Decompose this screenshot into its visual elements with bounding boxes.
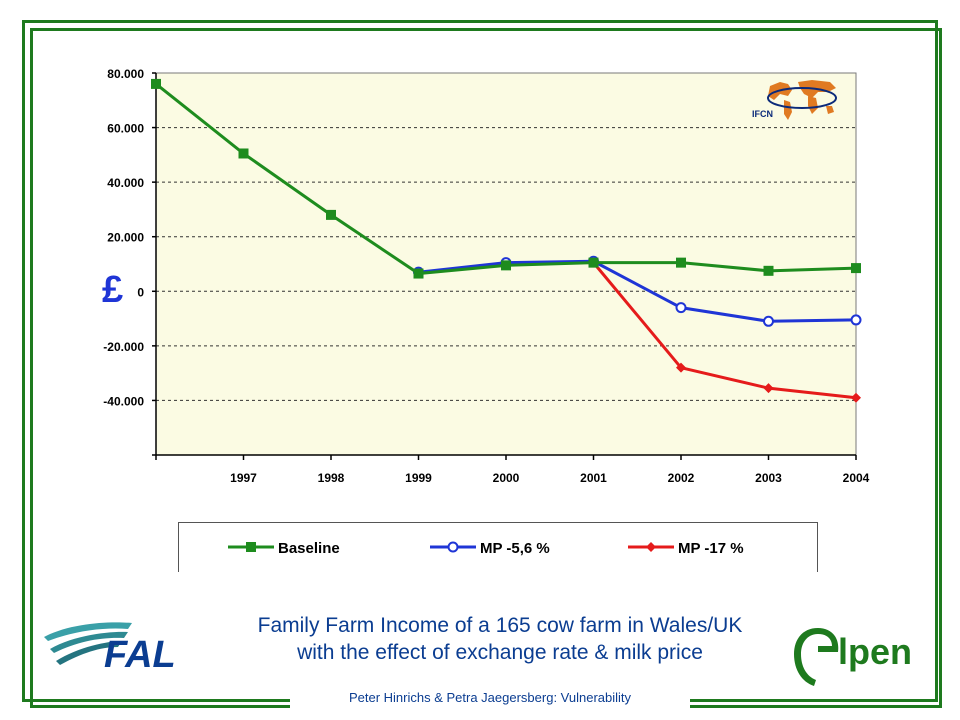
series-baseline — [151, 78, 861, 279]
legend-item-mp-5-6: MP -5,6 % — [430, 540, 550, 557]
legend-item-baseline: Baseline — [228, 540, 340, 557]
y-ticks: 80.000 60.000 40.000 20.000 0 -20.000 -40.000 — [103, 67, 156, 456]
y-tick-label: 40.000 — [107, 176, 144, 190]
data-point-mp-5-6 — [675, 302, 687, 314]
data-point-baseline — [763, 265, 774, 276]
data-point-baseline — [413, 268, 424, 279]
orbit-ring — [767, 87, 837, 109]
data-point-baseline — [851, 263, 861, 274]
elpen-logo: lpen — [794, 628, 912, 686]
data-point-mp-5-6 — [850, 314, 862, 326]
series-group — [151, 78, 862, 403]
footer-credit: Peter Hinrichs & Petra Jaegersberg: Vuln… — [290, 688, 690, 712]
caption-line-1: Family Farm Income of a 165 cow farm in … — [257, 614, 743, 637]
elpen-logo-text: lpen — [838, 631, 912, 672]
x-tick-label: 1998 — [318, 471, 345, 485]
legend-marker — [447, 541, 459, 553]
legend-label: MP -17 % — [678, 540, 744, 557]
data-point-baseline — [238, 148, 249, 159]
y-tick-label: 80.000 — [107, 67, 144, 81]
y-tick-label: -20.000 — [103, 340, 144, 354]
caption-line-2: with the effect of exchange rate & milk … — [297, 641, 703, 664]
chart-caption: Family Farm Income of a 165 cow farm in … — [200, 612, 800, 666]
elpen-e-icon — [794, 628, 839, 686]
data-point-baseline — [326, 209, 336, 220]
fal-swoosh-icon — [44, 622, 132, 665]
series-line-mp-17 — [592, 261, 857, 400]
x-tick-label: 2003 — [755, 471, 782, 485]
legend-marker — [646, 542, 656, 552]
fal-logo-text: FAL — [104, 634, 176, 675]
line-chart: 80.00060.00040.00020.0000-20.000-40.000 … — [102, 67, 870, 557]
x-tick-label: 2000 — [493, 471, 520, 485]
legend-box — [178, 522, 818, 572]
x-tick-label: 2004 — [843, 471, 870, 485]
legend-label: MP -5,6 % — [480, 540, 550, 557]
series-line-mp-5-6 — [418, 259, 857, 323]
fal-logo: FAL — [44, 622, 176, 675]
data-point-mp-17 — [851, 392, 861, 403]
gridlines — [156, 127, 856, 401]
data-point-baseline — [501, 260, 511, 271]
legend: Baseline MP -5,6 % MP -17 % — [228, 540, 744, 557]
x-tick-label: 2001 — [580, 471, 607, 485]
x-tick-label: 1997 — [230, 471, 257, 485]
data-point-mp-17 — [763, 383, 774, 394]
x-tick-label: 2002 — [668, 471, 695, 485]
data-point-baseline — [151, 78, 161, 89]
y-axis-label: £ — [102, 269, 123, 311]
x-ticks: 1997 1998 1999 2000 2001 2002 2003 2004 — [155, 455, 870, 485]
data-point-baseline — [588, 257, 599, 268]
data-point-baseline — [676, 257, 686, 268]
x-tick-label: 1999 — [405, 471, 432, 485]
data-point-mp-17 — [676, 362, 686, 373]
ifcn-logo: IFCN — [752, 80, 837, 120]
y-tick-label: 60.000 — [107, 122, 144, 136]
legend-marker — [246, 542, 256, 552]
y-tick-label: -40.000 — [103, 394, 144, 408]
ifcn-text: IFCN — [752, 109, 773, 119]
legend-label: Baseline — [278, 540, 340, 557]
data-point-mp-5-6 — [763, 315, 774, 327]
legend-item-mp-17: MP -17 % — [628, 540, 744, 557]
y-tick-label: 0 — [137, 285, 144, 299]
y-tick-label: 20.000 — [107, 231, 144, 245]
